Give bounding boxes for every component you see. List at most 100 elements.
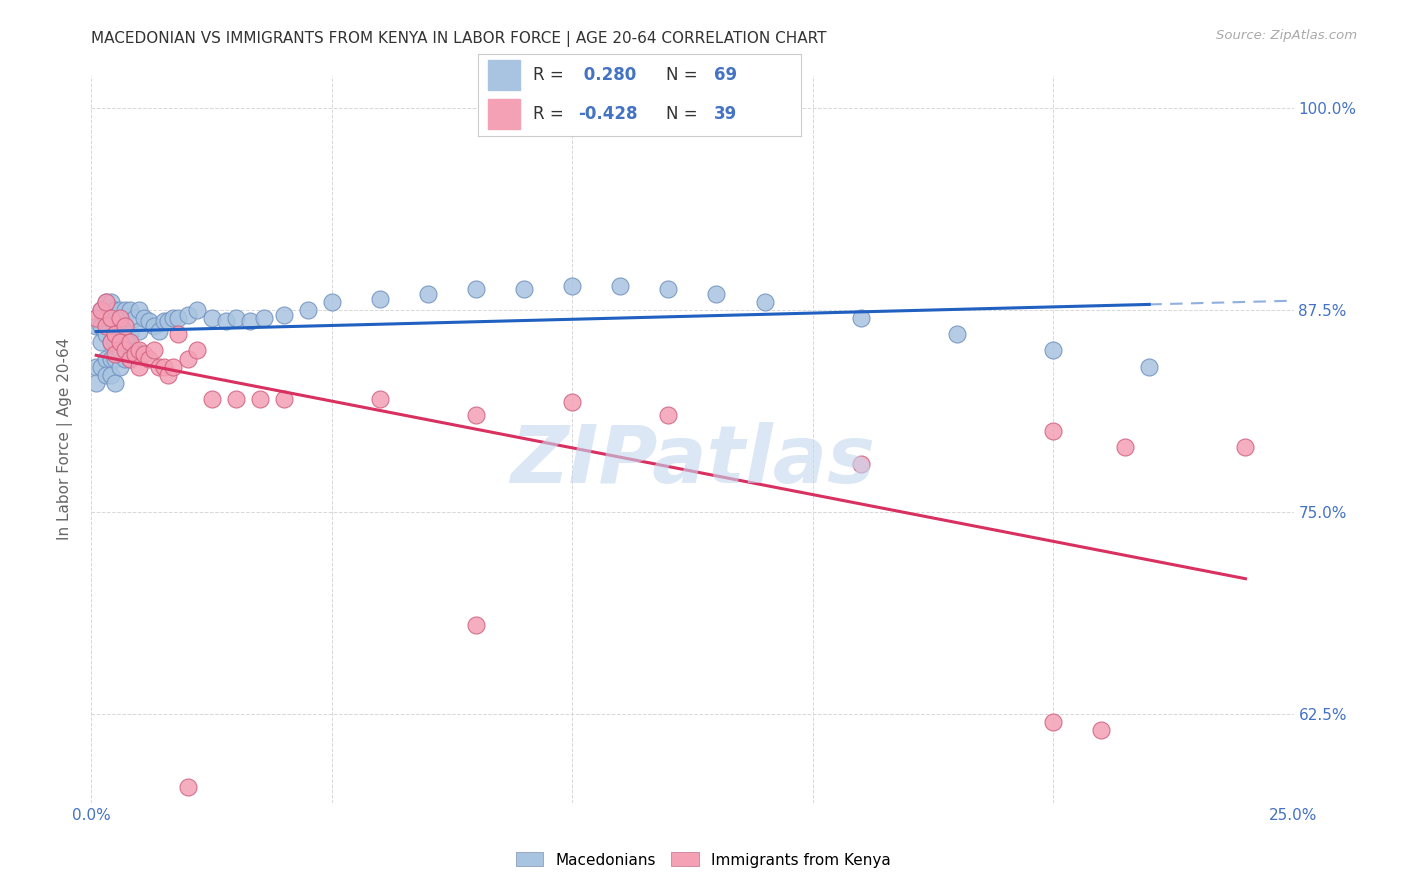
Point bbox=[110, 319, 132, 334]
Point bbox=[162, 359, 184, 374]
Point bbox=[176, 308, 198, 322]
Point bbox=[946, 327, 969, 342]
Point bbox=[1042, 343, 1064, 358]
Point bbox=[110, 311, 132, 326]
Point bbox=[94, 368, 117, 382]
Point bbox=[273, 308, 295, 322]
Text: N =: N = bbox=[665, 105, 703, 123]
Point bbox=[239, 314, 262, 328]
Point bbox=[225, 311, 247, 326]
Point bbox=[152, 314, 174, 328]
Point bbox=[128, 347, 150, 361]
Point bbox=[176, 780, 198, 794]
Point bbox=[100, 311, 122, 326]
Bar bbox=[488, 100, 520, 129]
Point bbox=[368, 392, 391, 406]
Text: R =: R = bbox=[533, 105, 569, 123]
Point bbox=[84, 359, 107, 374]
Text: -0.428: -0.428 bbox=[578, 105, 638, 123]
Point bbox=[273, 392, 295, 406]
Point bbox=[176, 351, 198, 366]
Point bbox=[201, 311, 224, 326]
Point bbox=[84, 376, 107, 390]
Point bbox=[90, 335, 112, 350]
Point bbox=[657, 282, 679, 296]
Point bbox=[215, 314, 238, 328]
Point bbox=[1234, 441, 1257, 455]
Point bbox=[100, 368, 122, 382]
Point bbox=[754, 295, 776, 310]
Point bbox=[186, 343, 208, 358]
Text: R =: R = bbox=[533, 66, 569, 84]
Point bbox=[94, 295, 117, 310]
Point bbox=[90, 319, 112, 334]
Point bbox=[142, 319, 165, 334]
Point bbox=[416, 287, 439, 301]
Text: Source: ZipAtlas.com: Source: ZipAtlas.com bbox=[1216, 29, 1357, 42]
Point bbox=[162, 311, 184, 326]
Point bbox=[465, 408, 488, 422]
Point bbox=[84, 319, 107, 334]
Point bbox=[561, 395, 583, 409]
Point bbox=[849, 311, 872, 326]
Point bbox=[100, 335, 122, 350]
Point bbox=[609, 278, 631, 293]
Point bbox=[465, 618, 488, 632]
Point bbox=[114, 303, 136, 318]
Point bbox=[225, 392, 247, 406]
Text: 0.280: 0.280 bbox=[578, 66, 637, 84]
Point bbox=[1137, 359, 1160, 374]
Text: MACEDONIAN VS IMMIGRANTS FROM KENYA IN LABOR FORCE | AGE 20-64 CORRELATION CHART: MACEDONIAN VS IMMIGRANTS FROM KENYA IN L… bbox=[91, 31, 827, 47]
Point bbox=[104, 335, 127, 350]
Point bbox=[114, 343, 136, 358]
Point bbox=[94, 319, 117, 334]
Point bbox=[134, 311, 156, 326]
Point bbox=[110, 303, 132, 318]
Text: 39: 39 bbox=[714, 105, 737, 123]
Point bbox=[100, 335, 122, 350]
Point bbox=[1114, 441, 1136, 455]
Point bbox=[148, 359, 170, 374]
Point bbox=[90, 359, 112, 374]
Point bbox=[118, 335, 141, 350]
Point bbox=[104, 351, 127, 366]
Point bbox=[253, 311, 276, 326]
Point bbox=[128, 324, 150, 338]
Point bbox=[321, 295, 343, 310]
Point bbox=[94, 311, 117, 326]
Point bbox=[465, 282, 488, 296]
Point bbox=[849, 457, 872, 471]
Point bbox=[100, 311, 122, 326]
Point bbox=[142, 343, 165, 358]
Point bbox=[110, 335, 132, 350]
Point bbox=[561, 278, 583, 293]
Point bbox=[118, 303, 141, 318]
Point bbox=[104, 376, 127, 390]
Point bbox=[104, 347, 127, 361]
Point bbox=[297, 303, 319, 318]
Point bbox=[124, 343, 146, 358]
Point bbox=[167, 327, 190, 342]
Point bbox=[657, 408, 679, 422]
Point bbox=[128, 343, 150, 358]
Point bbox=[104, 327, 127, 342]
Point bbox=[157, 368, 180, 382]
Point bbox=[1042, 424, 1064, 438]
Y-axis label: In Labor Force | Age 20-64: In Labor Force | Age 20-64 bbox=[56, 338, 73, 541]
Point bbox=[138, 351, 160, 366]
Point bbox=[706, 287, 728, 301]
Text: 69: 69 bbox=[714, 66, 737, 84]
Point bbox=[134, 347, 156, 361]
Point bbox=[138, 314, 160, 328]
Point bbox=[118, 351, 141, 366]
Point bbox=[94, 295, 117, 310]
Point bbox=[148, 324, 170, 338]
Point bbox=[104, 303, 127, 318]
Point bbox=[118, 327, 141, 342]
Point bbox=[157, 314, 180, 328]
Point bbox=[100, 351, 122, 366]
Point bbox=[100, 295, 122, 310]
Point bbox=[186, 303, 208, 318]
Point bbox=[152, 359, 174, 374]
Point bbox=[114, 351, 136, 366]
